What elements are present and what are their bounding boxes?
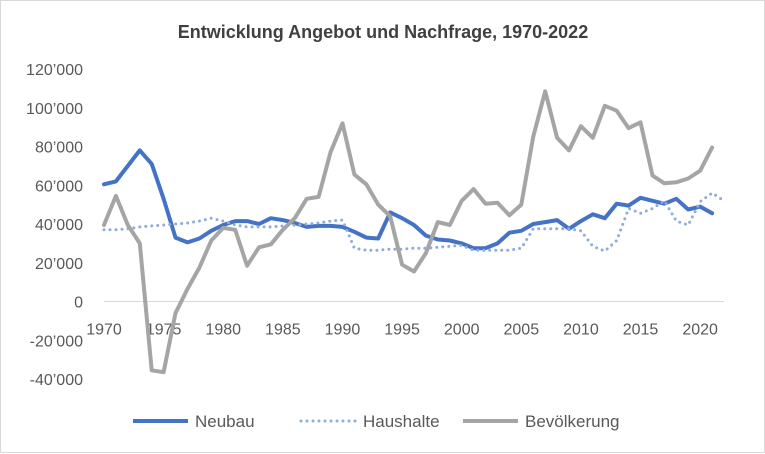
legend-label: Bevölkerung xyxy=(525,412,620,431)
x-axis-ticks: 1970 1975 1980 1985 1990 1995 2000 2005 2010 2015… xyxy=(86,322,718,339)
chart-title: Entwicklung Angebot und Nachfrage, 1970-… xyxy=(178,22,588,42)
y-tick-label: 60’000 xyxy=(35,178,83,195)
x-tick-label: 2010 xyxy=(563,322,599,339)
x-tick-label: 1995 xyxy=(384,322,420,339)
series-lines xyxy=(102,89,726,375)
x-tick-label: 1990 xyxy=(325,322,361,339)
x-tick-label: 2015 xyxy=(623,322,659,339)
x-tick-label: 2020 xyxy=(682,322,718,339)
y-tick-label: 80’000 xyxy=(35,140,83,157)
y-tick-label: -20’000 xyxy=(30,333,83,350)
y-tick-label: 0 xyxy=(74,295,83,312)
y-axis-ticks: 120’000 100’000 80’000 60’000 40’000 20’000 0 -… xyxy=(26,62,83,389)
x-tick-label: 2000 xyxy=(444,322,480,339)
y-tick-label: 100’000 xyxy=(26,101,83,118)
x-tick-label: 1970 xyxy=(86,322,122,339)
x-tick-label: 2005 xyxy=(504,322,540,339)
x-tick-label: 1975 xyxy=(146,322,182,339)
y-tick-label: 40’000 xyxy=(35,217,83,234)
x-tick-label: 1980 xyxy=(205,322,241,339)
legend-label: Haushalte xyxy=(363,412,440,431)
series-line-bevlkerung xyxy=(102,89,715,375)
series-line-neubau xyxy=(102,148,715,251)
x-tick-label: 1985 xyxy=(265,322,301,339)
y-tick-label: -40’000 xyxy=(30,372,83,389)
y-tick-label: 20’000 xyxy=(35,256,83,273)
legend-label: Neubau xyxy=(195,412,255,431)
series-line-haushalte xyxy=(102,191,726,253)
legend: Neubau Haushalte Bevölkerung xyxy=(133,412,620,431)
y-tick-label: 120’000 xyxy=(26,62,83,79)
